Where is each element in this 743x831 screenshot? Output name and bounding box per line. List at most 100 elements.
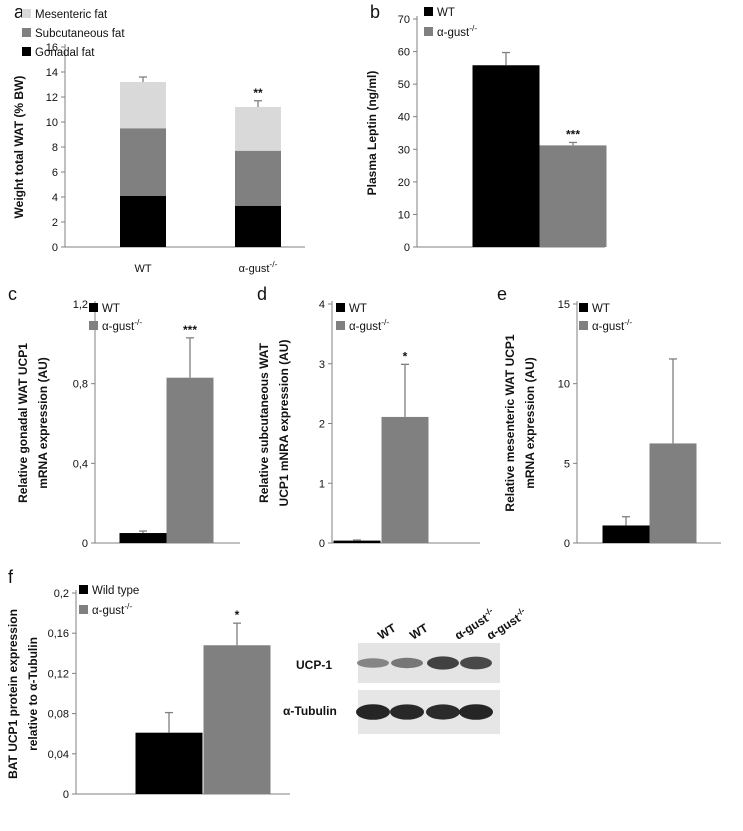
- legend-swatch: [336, 321, 345, 330]
- panel-letter-f: f: [8, 567, 14, 587]
- panel-f: f 0 0,04 0,08 0,12 0,16 0,2 BAT UCP1 protein ex…: [6, 567, 290, 801]
- y-tick-label: 1,2: [73, 299, 88, 311]
- bar-segment: [120, 195, 166, 247]
- legend-label-base: α-gust: [349, 321, 382, 333]
- blot-band-ucp1: [357, 658, 389, 668]
- legend-label: Mesenteric fat: [35, 9, 108, 21]
- y-axis-label: BAT UCP1 protein expression: [6, 609, 20, 779]
- bar-segment: [235, 107, 281, 151]
- legend-swatch: [22, 47, 31, 56]
- legend-swatch: [22, 28, 31, 37]
- y-axis-label: Relative gonadal WAT UCP1: [16, 343, 30, 503]
- legend-label-sup: -/-: [624, 317, 632, 327]
- legend-label: α-gust-/-: [592, 317, 632, 333]
- legend-label-base: α-gust: [92, 605, 125, 617]
- legend-label: α-gust-/-: [437, 23, 477, 39]
- panel-letter-e: e: [497, 284, 507, 304]
- y-tick-label: 2: [319, 419, 325, 431]
- panel-b: b 0 10 20 30 40 50 60 70 Plasma Leptin (ng/ml) ***…: [365, 2, 607, 254]
- legend-swatch: [336, 303, 345, 312]
- legend-swatch: [22, 9, 31, 18]
- blot-lane-label-base: WT: [375, 620, 399, 642]
- panel-letter-d: d: [257, 284, 267, 304]
- panel-letter-c: c: [8, 284, 17, 304]
- bar-segment: [120, 82, 166, 129]
- legend-label-base: WT: [437, 7, 455, 19]
- bar: [333, 540, 381, 543]
- panel-d: d 0 1 2 3 4 Relative subcutaneous WAT UCP1 mNRA…: [257, 284, 480, 550]
- significance-marker: ***: [566, 127, 580, 141]
- y-tick-label: 10: [558, 379, 570, 391]
- legend-label: WT: [349, 303, 367, 315]
- blot-lane-label-base: WT: [407, 620, 431, 642]
- x-tick-label-base: WT: [134, 263, 151, 275]
- significance-marker: **: [253, 86, 263, 100]
- y-tick-label: 0: [404, 242, 410, 254]
- legend-label: WT: [592, 303, 610, 315]
- x-tick-label-sup: -/-: [269, 259, 277, 269]
- blot-band-tubulin: [459, 704, 493, 720]
- legend-label-base: WT: [349, 303, 367, 315]
- bar: [539, 145, 607, 247]
- bar: [203, 645, 271, 794]
- legend-swatch: [79, 585, 88, 594]
- significance-marker: *: [235, 608, 240, 622]
- y-tick-label: 0: [319, 538, 325, 550]
- y-tick-label: 0,16: [48, 628, 69, 640]
- panel-c: c 0 0,4 0,8 1,2 Relative gonadal WAT UCP1 mRNA…: [8, 284, 240, 550]
- legend-swatch: [89, 321, 98, 330]
- bar: [135, 732, 203, 794]
- legend-label: Gonadal fat: [35, 47, 95, 59]
- western-blot: WT WT α-gust-/-α-gust-/-UCP-1α-Tubulin: [283, 605, 526, 734]
- y-axis-label: mRNA expression (AU): [36, 357, 50, 489]
- legend-label: α-gust-/-: [92, 601, 132, 617]
- y-axis-label: Weight total WAT (% BW): [12, 76, 26, 219]
- legend-label-sup: -/-: [469, 23, 477, 33]
- y-tick-label: 0: [63, 789, 69, 801]
- y-tick-label: 8: [52, 142, 58, 154]
- blot-lane-label: WT: [407, 620, 431, 642]
- significance-marker: *: [403, 349, 408, 363]
- bar: [602, 525, 650, 543]
- legend-label: WT: [102, 303, 120, 315]
- bar-segment: [235, 150, 281, 206]
- y-tick-label: 1: [319, 478, 325, 490]
- legend-label: Subcutaneous fat: [35, 28, 125, 40]
- blot-band-tubulin: [426, 704, 460, 720]
- y-tick-label: 0,04: [48, 749, 69, 761]
- blot-band-tubulin: [356, 704, 390, 720]
- x-tick-label-base: α-gust: [239, 263, 270, 275]
- y-tick-label: 0,08: [48, 709, 69, 721]
- y-tick-label: 15: [558, 299, 570, 311]
- y-tick-label: 10: [46, 117, 58, 129]
- panel-e: e 0 5 10 15 Relative mesenteric WAT UCP1 mRNA …: [497, 284, 721, 550]
- legend-label-base: WT: [102, 303, 120, 315]
- legend-label: α-gust-/-: [102, 317, 142, 333]
- y-axis-label: Relative mesenteric WAT UCP1: [503, 334, 517, 512]
- legend-swatch: [89, 303, 98, 312]
- y-tick-label: 10: [398, 209, 410, 221]
- bar: [166, 377, 214, 543]
- legend-label-base: α-gust: [102, 321, 135, 333]
- legend-label-sup: -/-: [381, 317, 389, 327]
- y-tick-label: 0: [82, 538, 88, 550]
- legend-swatch: [79, 605, 88, 614]
- blot-row-label-tubulin: α-Tubulin: [283, 704, 337, 718]
- panel-a: a 0 2 4 6 8 10 12 14 16 Weight total WAT (% BW) WT *…: [12, 2, 305, 275]
- blot-row-label-ucp1: UCP-1: [296, 658, 332, 672]
- significance-marker: ***: [183, 323, 197, 337]
- y-tick-label: 20: [398, 177, 410, 189]
- y-axis-label: Plasma Leptin (ng/ml): [365, 71, 379, 196]
- legend-swatch: [424, 7, 433, 16]
- y-tick-label: 30: [398, 144, 410, 156]
- y-tick-label: 4: [319, 299, 325, 311]
- bar: [119, 533, 167, 543]
- legend-label-sup: -/-: [134, 317, 142, 327]
- legend-swatch: [579, 303, 588, 312]
- legend-label: α-gust-/-: [349, 317, 389, 333]
- legend-swatch: [579, 321, 588, 330]
- blot-band-ucp1: [427, 656, 459, 670]
- y-tick-label: 5: [564, 458, 570, 470]
- y-tick-label: 3: [319, 359, 325, 371]
